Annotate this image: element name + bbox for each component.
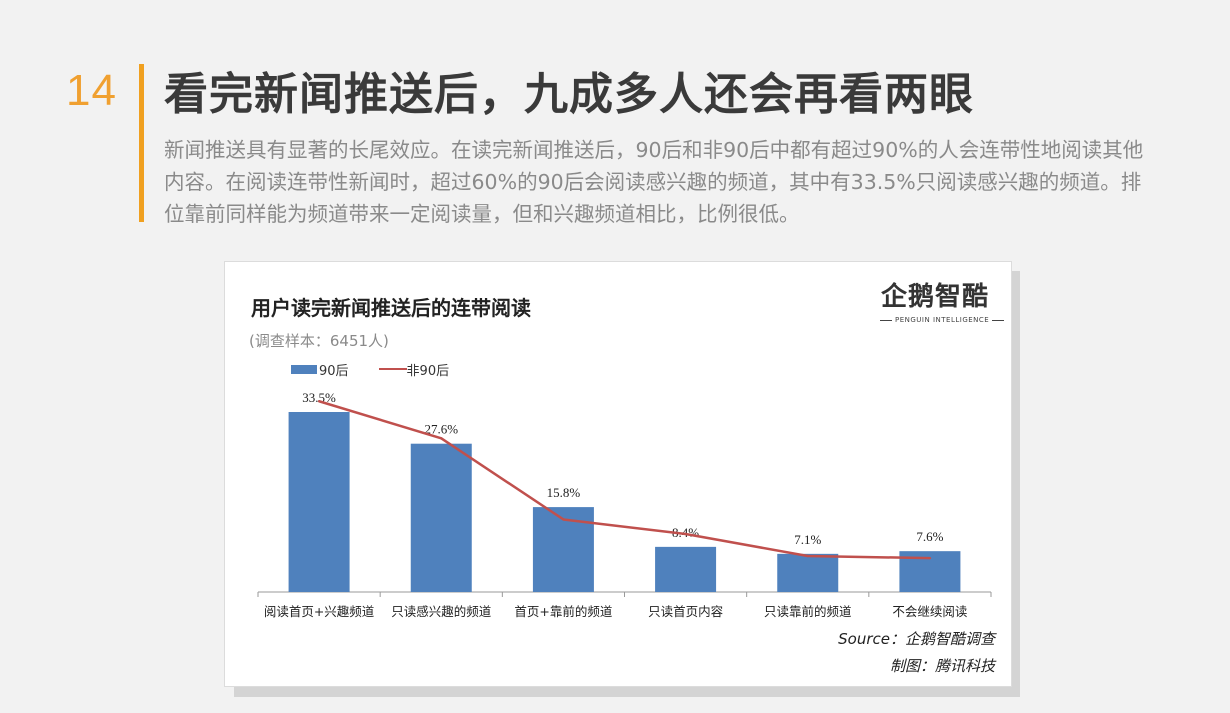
- bar-value-label-0: 33.5%: [302, 390, 336, 405]
- chart-card: 用户读完新闻推送后的连带阅读 (调查样本：6451人) 企鹅智酷 PENGUIN…: [224, 261, 1012, 687]
- bar-90-3: [655, 546, 717, 592]
- line-point-non90-4: [806, 554, 809, 558]
- line-non90: [318, 400, 930, 560]
- x-tick-label-4: 只读靠前的频道: [764, 604, 852, 619]
- penguin-logo: 企鹅智酷 PENGUIN INTELLIGENCE: [877, 276, 995, 330]
- chart-subtitle: (调查样本：6451人): [249, 332, 389, 350]
- legend-line-swatch: [378, 368, 407, 370]
- page-number: 14: [66, 66, 117, 115]
- line-point-non90-1: [440, 437, 443, 440]
- bar-value-label-1: 27.6%: [424, 422, 458, 437]
- chart-legend: 90后 非90后: [291, 360, 450, 379]
- line-point-non90-0: [317, 400, 321, 403]
- legend-label-90: 90后: [319, 363, 349, 379]
- x-tick-label-0: 阅读首页+兴趣频道: [264, 604, 375, 619]
- bar-value-label-4: 7.1%: [794, 532, 821, 547]
- page-title: 看完新闻推送后，九成多人还会再看两眼: [164, 69, 974, 120]
- chart-plot: 33.5% 阅读首页+兴趣频道 27.6% 只读感兴趣的频道 15.8% 首页+靠前的频道…: [257, 390, 992, 619]
- bar-90-4: [777, 553, 839, 592]
- line-point-non90-2: [562, 518, 565, 521]
- chart-title: 用户读完新闻推送后的连带阅读: [251, 296, 531, 320]
- x-tick-label-3: 只读首页内容: [648, 604, 723, 619]
- bar-90-0: [288, 412, 350, 592]
- legend-bar-swatch: [291, 364, 317, 374]
- line-point-non90-3: [684, 532, 687, 536]
- logo-sub-text: PENGUIN INTELLIGENCE: [877, 316, 995, 324]
- logo-main-text: 企鹅智酷: [881, 282, 990, 312]
- accent-bar: [139, 64, 144, 222]
- chart-source: Source：企鹅智酷调查: [838, 630, 995, 648]
- line-point-non90-5: [928, 556, 932, 560]
- x-tick-label-1: 只读感兴趣的频道: [391, 604, 492, 619]
- page-description: 新闻推送具有显著的长尾效应。在读完新闻推送后，90后和非90后中都有超过90%的…: [164, 138, 1144, 226]
- bar-value-label-5: 7.6%: [916, 529, 943, 544]
- legend-label-non90: 非90后: [406, 363, 450, 379]
- chart-maker: 制图：腾讯科技: [889, 657, 995, 675]
- x-tick-label-5: 不会继续阅读: [892, 604, 967, 619]
- bar-90-1: [410, 443, 472, 592]
- bar-value-label-2: 15.8%: [547, 485, 581, 500]
- x-tick-label-2: 首页+靠前的频道: [514, 604, 612, 619]
